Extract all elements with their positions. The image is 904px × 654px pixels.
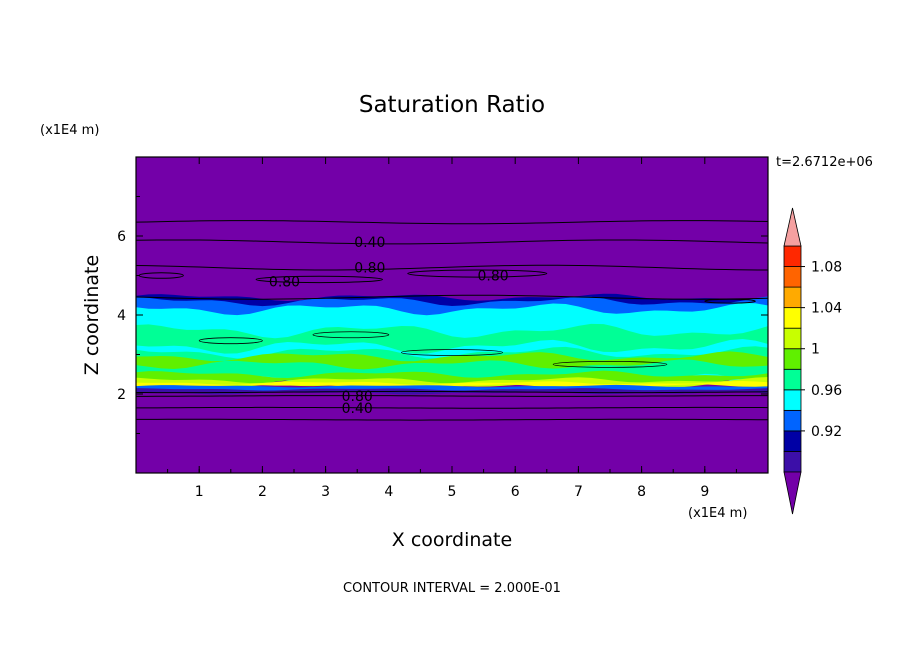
contour-lines bbox=[136, 220, 768, 421]
x-tick-label: 7 bbox=[574, 484, 583, 500]
colorbar-top-arrow bbox=[783, 207, 802, 247]
x-unit-label: (x1E4 m) bbox=[688, 506, 747, 521]
colorbar-swatch bbox=[783, 451, 802, 473]
contour-loop bbox=[255, 275, 383, 284]
contour-line bbox=[136, 390, 768, 394]
contour-line-040-lower bbox=[136, 406, 768, 409]
contour-line-080-upper bbox=[136, 264, 768, 271]
colorbar-label: 0.96 bbox=[811, 383, 842, 399]
x-tick-label: 9 bbox=[700, 484, 709, 500]
contour-line bbox=[136, 220, 768, 225]
colorbar-bottom-arrow bbox=[783, 471, 802, 515]
colorbar-swatch bbox=[783, 389, 802, 411]
contour-loop bbox=[552, 360, 668, 368]
x-tick-label: 4 bbox=[384, 484, 393, 500]
colorbar-swatch bbox=[783, 430, 802, 452]
band-green-upper bbox=[136, 323, 768, 354]
contour-label: 0.40 bbox=[342, 401, 373, 417]
y-tick-label: 2 bbox=[117, 387, 126, 403]
field-bands bbox=[136, 293, 768, 395]
contour-label-layer: 0.400.800.80 0.800.800.40 bbox=[269, 235, 509, 417]
chart-title: Saturation Ratio bbox=[359, 92, 545, 118]
contour-label: 0.80 bbox=[354, 261, 385, 277]
colorbar-legend: 0.92 0.96 1 1.04 1.08 bbox=[783, 207, 842, 515]
contour-label: 0.80 bbox=[269, 274, 300, 290]
axis-ticks: 1 2 3 4 5 6 7 8 9 2 4 6 bbox=[117, 157, 768, 500]
contour-loop bbox=[312, 331, 390, 339]
time-label: t=2.6712e+06 bbox=[776, 155, 873, 170]
colorbar-swatch bbox=[783, 307, 802, 329]
y-tick-label: 6 bbox=[117, 229, 126, 245]
contour-loop bbox=[198, 337, 263, 345]
colorbar-swatch bbox=[783, 409, 802, 432]
colorbar-swatch bbox=[783, 245, 802, 267]
colorbar-swatch bbox=[783, 266, 802, 288]
x-tick-label: 2 bbox=[258, 484, 267, 500]
y-tick-label: 4 bbox=[117, 308, 126, 324]
contour-line bbox=[136, 294, 768, 300]
contour-loop bbox=[704, 298, 756, 304]
contour-label: 0.80 bbox=[477, 269, 508, 285]
band-lime bbox=[136, 351, 768, 370]
colorbar-label: 1 bbox=[811, 342, 820, 358]
contour-loop bbox=[407, 269, 548, 278]
contour-interval-footer: CONTOUR INTERVAL = 2.000E-01 bbox=[343, 581, 561, 596]
contour-loop bbox=[401, 349, 503, 356]
plot-area bbox=[136, 157, 768, 473]
x-tick-label: 3 bbox=[321, 484, 330, 500]
x-axis-title: X coordinate bbox=[392, 529, 512, 551]
colorbar-label: 1.08 bbox=[811, 260, 842, 276]
contour-label: 0.80 bbox=[342, 389, 373, 405]
x-tick-label: 5 bbox=[448, 484, 457, 500]
contour-line-080-lower bbox=[136, 395, 768, 397]
x-tick-label: 8 bbox=[637, 484, 646, 500]
colorbar-swatch bbox=[783, 286, 802, 309]
contour-label: 0.40 bbox=[354, 235, 385, 251]
y-axis-title: Z coordinate bbox=[81, 255, 103, 375]
x-tick-label: 6 bbox=[511, 484, 520, 500]
colorbar-label: 1.04 bbox=[811, 301, 842, 317]
x-tick-label: 1 bbox=[195, 484, 204, 500]
contour-line bbox=[136, 418, 768, 421]
colorbar-label: 0.92 bbox=[811, 424, 842, 440]
y-unit-label: (x1E4 m) bbox=[40, 123, 99, 138]
colorbar-swatch bbox=[783, 327, 802, 350]
colorbar-swatch bbox=[783, 348, 802, 370]
colorbar-swatch bbox=[783, 368, 802, 391]
contour-line-040-upper bbox=[136, 239, 768, 245]
